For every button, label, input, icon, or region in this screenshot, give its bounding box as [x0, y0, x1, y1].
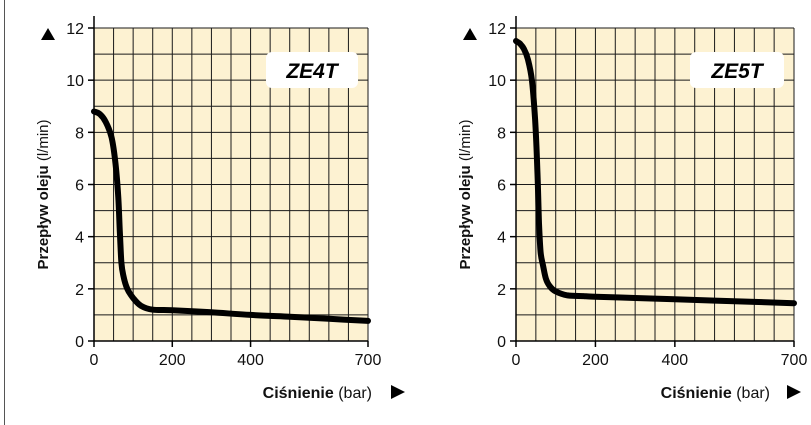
y-tick-label: 4: [75, 230, 84, 247]
flow-curve-1: [513, 38, 797, 307]
x-tick-label: 200: [159, 352, 186, 369]
chart-title: ZE5T: [710, 60, 765, 83]
y-axis-arrow-icon: [41, 28, 55, 40]
y-tick-label: 0: [497, 334, 506, 351]
y-tick-label: 8: [75, 125, 84, 142]
y-tick-label: 6: [75, 178, 84, 195]
y-tick-label: 6: [497, 178, 506, 195]
y-tick-label: 2: [75, 282, 84, 299]
chart-title: ZE4T: [285, 60, 340, 83]
chart-2: 0 2 4 6 8 10 12 0 200 400 700 Przepływ oleju (l/min…: [457, 16, 807, 402]
y-tick-label: 10: [66, 73, 84, 90]
y-axis-label: Przepływ oleju (l/min): [457, 119, 474, 269]
y-tick-label: 2: [497, 282, 506, 299]
y-tick-label: 12: [488, 21, 506, 38]
x-axis-label: Ciśnienie (bar): [263, 385, 372, 402]
y-tick-label: 0: [75, 334, 84, 351]
x-tick-label: 0: [512, 352, 521, 369]
x-axis-arrow-icon: [787, 385, 801, 399]
model-badge: [690, 52, 784, 88]
y-tick-label: 10: [488, 73, 506, 90]
x-tick-label: 0: [90, 352, 99, 369]
chart-1: 0 2 4 6 8 10 12 0 200 400 700 Przepływ oleju (l/min…: [35, 16, 405, 402]
x-axis-label: Ciśnienie (bar): [661, 385, 770, 402]
y-tick-label: 4: [497, 230, 506, 247]
y-axis-arrow-icon: [463, 28, 477, 40]
x-tick-label: 700: [355, 352, 382, 369]
flow-curve-1: [91, 108, 371, 324]
y-axis-label: Przepływ oleju (l/min): [35, 119, 52, 269]
left-frame-line: [4, 0, 5, 425]
model-badge: [266, 52, 358, 88]
y-tick-label: 8: [497, 125, 506, 142]
x-tick-label: 400: [237, 352, 264, 369]
y-tick-label: 12: [66, 21, 84, 38]
x-tick-label: 400: [662, 352, 689, 369]
x-axis-arrow-icon: [391, 385, 405, 399]
x-tick-label: 700: [781, 352, 808, 369]
x-tick-label: 200: [582, 352, 609, 369]
